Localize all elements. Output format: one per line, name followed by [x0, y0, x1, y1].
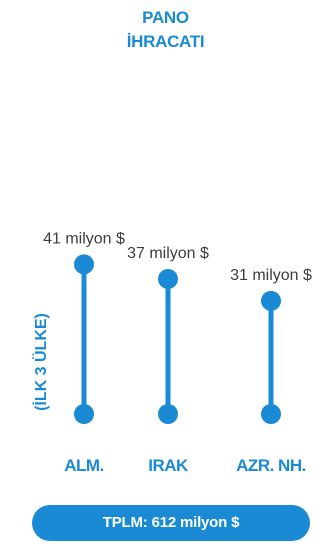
- lollipop-top-dot: [74, 254, 94, 275]
- total-badge: TPLM: 612 milyon $: [32, 505, 310, 541]
- lollipop-base-dot: [74, 404, 94, 424]
- lollipop-top-dot: [158, 268, 178, 289]
- category-label: ALM.: [64, 456, 104, 475]
- chart-title: PANO İHRACATI: [0, 6, 331, 54]
- y-axis-label: (İLK 3 ÜLKE): [31, 313, 50, 411]
- lollipop-base-dot: [158, 404, 178, 424]
- value-label: 31 milyon $: [230, 267, 312, 284]
- lollipop-top-dot: [261, 290, 281, 311]
- lollipop-base-dot: [261, 404, 281, 424]
- title-line-2: İHRACATI: [126, 32, 205, 51]
- value-label: 37 milyon $: [127, 245, 209, 262]
- total-label: TPLM: 612 milyon $: [102, 514, 240, 531]
- chart-marks: 41 milyon $ ALM. 37 milyon $ IRAK 31 milyon …: [43, 230, 312, 475]
- category-label: AZR. NH.: [236, 456, 306, 475]
- category-label: IRAK: [148, 456, 189, 475]
- value-label: 41 milyon $: [43, 230, 125, 247]
- title-line-1: PANO: [142, 8, 189, 27]
